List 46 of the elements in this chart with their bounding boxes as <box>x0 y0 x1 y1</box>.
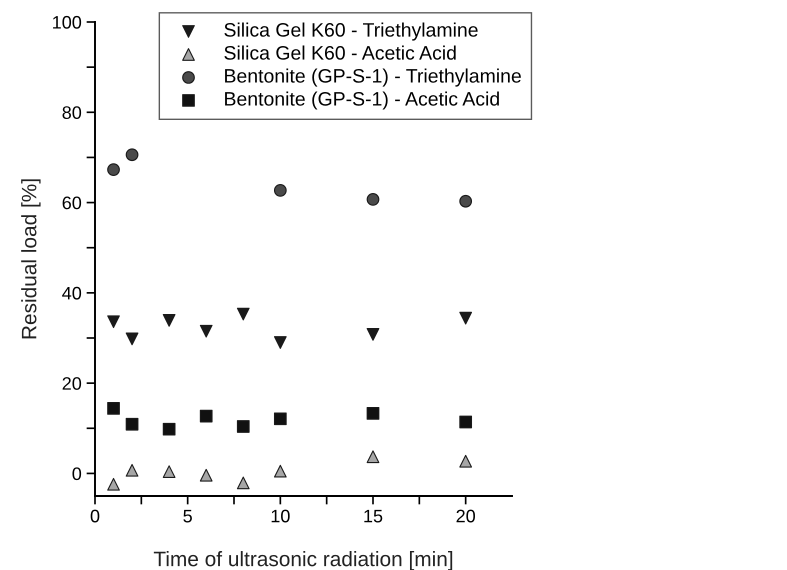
point <box>107 402 120 415</box>
point <box>107 163 120 176</box>
y-tick-label: 80 <box>62 106 82 120</box>
point <box>366 407 380 420</box>
point <box>126 148 138 162</box>
point <box>107 315 120 328</box>
point <box>200 324 213 338</box>
y-axis-title: Residual load [%] <box>21 179 41 338</box>
point <box>126 464 138 477</box>
legend-label: Bentonite (GP-S-1) - Triethylamine <box>225 68 521 87</box>
point <box>162 422 176 436</box>
point <box>126 418 138 431</box>
point <box>162 465 176 478</box>
point <box>274 412 287 426</box>
x-tick-label: 20 <box>456 510 476 522</box>
point <box>200 468 213 482</box>
point <box>459 454 472 468</box>
point <box>126 332 138 346</box>
y-tick-label: 20 <box>62 377 82 390</box>
x-tick-label: 10 <box>272 510 290 522</box>
point <box>366 450 380 464</box>
point <box>459 416 472 428</box>
y-tick-label: 40 <box>62 286 82 300</box>
point <box>274 464 287 478</box>
point <box>162 314 176 327</box>
legend-label: Silica Gel K60 - Triethylamine <box>224 22 478 41</box>
point <box>274 336 287 349</box>
point <box>366 328 380 341</box>
point <box>236 420 250 433</box>
point <box>236 476 250 490</box>
point <box>366 193 380 206</box>
y-tick-label: 60 <box>62 196 82 210</box>
legend-label: Silica Gel K60 - Acetic Acid <box>224 45 456 60</box>
point <box>274 184 287 197</box>
x-axis-title: Time of ultrasonic radiation [min] <box>154 551 452 570</box>
x-tick-label: 15 <box>364 510 382 522</box>
point <box>459 312 472 325</box>
point <box>107 478 120 491</box>
y-tick-label: 100 <box>53 16 82 29</box>
x-tick-label: 0 <box>90 510 100 522</box>
point <box>236 308 250 320</box>
point <box>200 410 213 422</box>
y-tick-label: 0 <box>72 467 82 480</box>
point <box>459 194 472 208</box>
x-tick-label: 5 <box>183 510 192 522</box>
legend-label: Bentonite (GP-S-1) - Acetic Acid <box>225 91 499 110</box>
